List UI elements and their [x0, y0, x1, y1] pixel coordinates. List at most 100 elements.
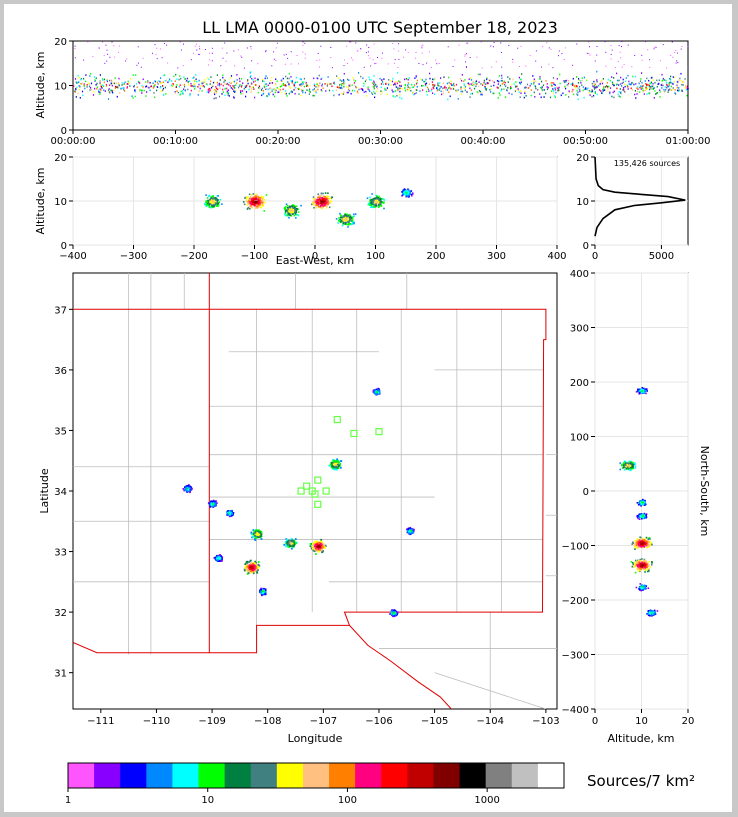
source-point	[289, 545, 291, 547]
source-point	[351, 222, 354, 224]
source-point	[636, 90, 638, 93]
source-point	[322, 200, 324, 203]
source-point	[645, 514, 647, 516]
source-point	[214, 202, 217, 204]
source-point	[317, 88, 319, 91]
source-point	[666, 84, 668, 86]
source-point	[186, 77, 189, 80]
source-point	[211, 195, 214, 197]
source-point	[260, 531, 263, 534]
source-point	[261, 89, 263, 91]
source-point	[247, 202, 249, 204]
source-point	[641, 501, 643, 504]
source-point	[204, 49, 206, 50]
source-point	[327, 201, 329, 203]
source-point	[458, 44, 460, 46]
source-point	[407, 188, 409, 191]
source-point	[592, 85, 594, 87]
source-point	[197, 94, 199, 96]
source-point	[157, 83, 159, 85]
source-point	[466, 42, 468, 44]
source-point	[641, 72, 643, 74]
source-point	[211, 47, 213, 49]
source-point	[378, 204, 380, 207]
source-point	[302, 44, 304, 46]
source-point	[663, 88, 665, 91]
source-point	[523, 96, 525, 99]
source-point	[251, 77, 253, 80]
source-point	[119, 92, 121, 94]
source-point	[460, 86, 462, 88]
source-point	[285, 92, 287, 95]
source-point	[93, 91, 95, 93]
source-point	[233, 50, 235, 52]
source-point	[350, 223, 353, 225]
source-point	[662, 84, 664, 87]
source-point	[672, 56, 674, 58]
source-point	[447, 46, 449, 48]
source-point	[469, 96, 471, 98]
source-point	[641, 85, 643, 88]
source-point	[181, 90, 184, 92]
source-point	[123, 83, 125, 85]
source-point	[291, 91, 293, 93]
source-point	[255, 564, 258, 566]
source-point	[214, 201, 216, 203]
source-point	[284, 213, 286, 216]
source-point	[317, 546, 319, 548]
source-point	[333, 81, 335, 84]
source-point	[500, 52, 502, 53]
source-point	[347, 78, 349, 81]
source-point	[466, 91, 468, 93]
source-point	[319, 206, 322, 208]
source-point	[678, 90, 680, 93]
source-point	[177, 91, 179, 94]
x-tick-label: 00:50:00	[563, 136, 608, 147]
source-point	[575, 85, 577, 87]
source-point	[370, 65, 372, 67]
source-point	[349, 218, 352, 220]
source-point	[255, 201, 258, 204]
source-point	[243, 569, 246, 572]
source-point	[325, 90, 327, 92]
source-point	[135, 82, 138, 85]
source-point	[211, 206, 214, 209]
source-point	[596, 70, 598, 73]
source-point	[379, 77, 381, 80]
source-point	[418, 63, 420, 64]
source-point	[318, 550, 320, 553]
source-point	[135, 74, 137, 76]
source-point	[215, 500, 217, 503]
source-point	[252, 86, 254, 89]
source-point	[263, 85, 265, 88]
source-point	[620, 76, 622, 79]
source-point	[642, 389, 645, 391]
source-point	[196, 80, 198, 83]
source-point	[321, 84, 323, 87]
source-point	[217, 203, 219, 205]
source-point	[291, 80, 293, 82]
source-point	[368, 47, 370, 48]
source-point	[670, 85, 672, 88]
source-point	[653, 97, 655, 99]
source-point	[601, 92, 603, 94]
source-point	[541, 89, 543, 92]
source-point	[244, 563, 247, 565]
source-point	[257, 205, 259, 207]
source-point	[570, 83, 572, 85]
source-point	[533, 91, 535, 94]
source-point	[635, 97, 637, 99]
source-point	[297, 211, 300, 213]
source-point	[257, 198, 260, 201]
source-point	[571, 90, 573, 93]
source-point	[229, 510, 232, 512]
source-point	[255, 205, 258, 208]
source-point	[211, 503, 214, 505]
source-point	[373, 390, 376, 393]
source-point	[525, 65, 527, 67]
source-point	[316, 544, 319, 547]
source-point	[552, 88, 554, 90]
source-point	[141, 89, 143, 92]
source-point	[493, 81, 495, 84]
source-point	[487, 82, 489, 85]
